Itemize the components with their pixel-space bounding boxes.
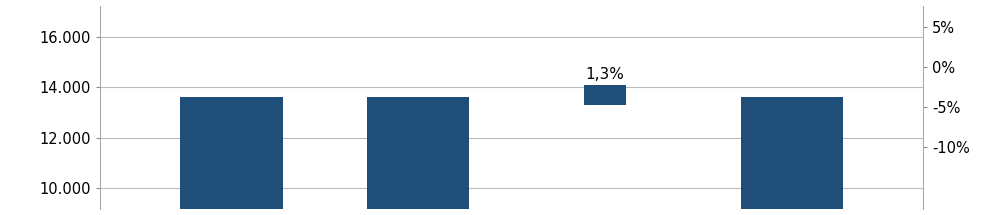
Text: 1,3%: 1,3% (585, 67, 624, 82)
Bar (739, 97, 843, 215)
Bar (367, 97, 469, 215)
Bar (584, 85, 625, 105)
Bar (179, 97, 283, 215)
